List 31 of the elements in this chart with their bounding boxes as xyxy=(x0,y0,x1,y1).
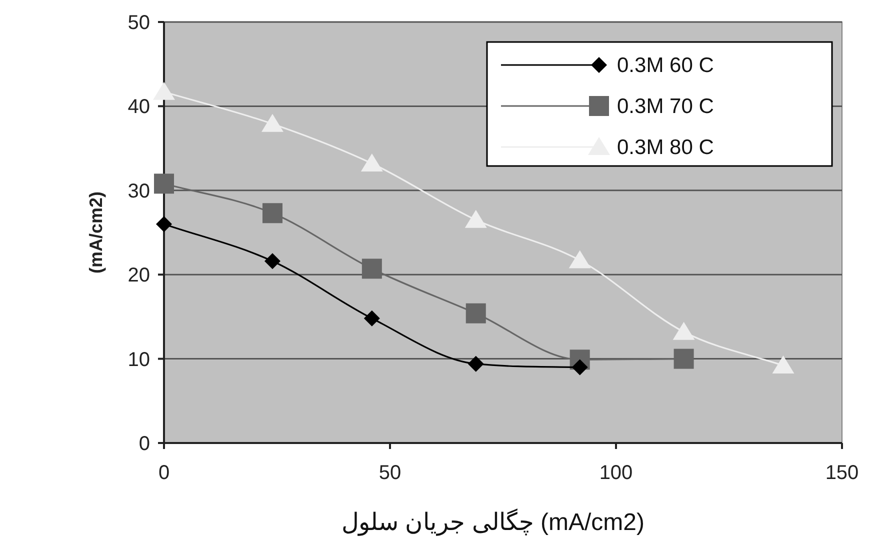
point xyxy=(464,210,487,228)
y-axis-title: (mA/cm2) xyxy=(86,191,106,274)
point xyxy=(360,153,383,172)
x-tick-label: 100 xyxy=(599,462,633,484)
point xyxy=(362,258,382,279)
y-tick-label: 0 xyxy=(138,433,150,455)
point xyxy=(364,310,380,326)
point xyxy=(154,174,174,194)
legend-label: 0.3M 70 C xyxy=(617,95,714,118)
point xyxy=(261,114,284,132)
y-tick-label: 30 xyxy=(128,180,150,202)
point xyxy=(772,356,794,374)
legend-label: 0.3M 80 C xyxy=(617,136,714,159)
y-tick-label: 50 xyxy=(128,12,150,34)
point xyxy=(262,203,282,224)
point xyxy=(156,216,172,232)
x-tick-label: 50 xyxy=(378,462,402,484)
y-tick-label: 40 xyxy=(128,96,150,118)
point xyxy=(468,356,484,372)
point xyxy=(466,303,486,324)
point xyxy=(568,250,591,268)
point xyxy=(264,253,280,270)
x-tick-label: 150 xyxy=(825,462,859,484)
point xyxy=(672,322,695,340)
x-tick-label: 0 xyxy=(158,462,170,484)
point xyxy=(674,348,694,369)
legend-label: 0.3M 60 C xyxy=(617,54,714,77)
y-tick-label: 20 xyxy=(128,264,150,287)
point xyxy=(153,82,175,100)
x-axis-title: چگالی جریان سلول (mA/cm2) xyxy=(341,508,645,536)
y-tick-label: 10 xyxy=(128,348,150,371)
